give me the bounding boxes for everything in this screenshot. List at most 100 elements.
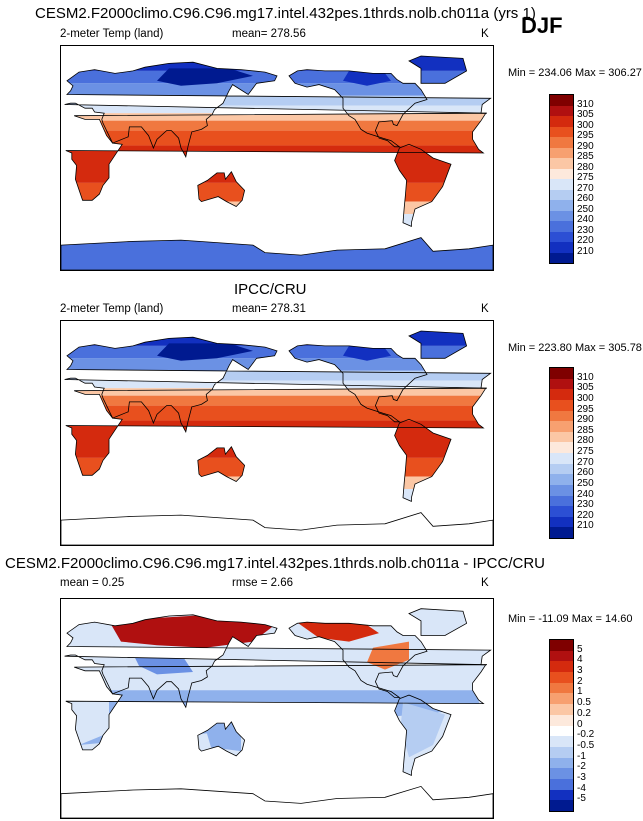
asia-cool-anomaly (133, 653, 193, 675)
colorbar-swatch (550, 105, 573, 116)
colorbar-tick-label: 210 (577, 520, 594, 532)
temperature-band (61, 508, 493, 545)
coastline-africa (65, 112, 487, 201)
canada-cold-region (343, 345, 391, 361)
coastline-australia (197, 721, 246, 757)
colorbar-swatch (550, 158, 573, 169)
colorbar-swatch (550, 431, 573, 443)
colorbar-swatch (550, 231, 573, 242)
colorbar-swatch (550, 661, 573, 673)
colorbar-swatch (550, 126, 573, 137)
colorbar-tick-label: 310 (577, 371, 594, 383)
colorbar-tick-label: -0.2 (577, 729, 595, 741)
panel3-rmse: rmse = 2.66 (232, 577, 294, 589)
colorbar-swatch (550, 768, 573, 779)
colorbar-tick-label: 290 (577, 414, 594, 426)
temperature-band (64, 370, 491, 381)
season-label: DJF (521, 13, 563, 38)
colorbar-tick-label: 280 (577, 161, 594, 173)
panel1-minmax: Min = 234.06 Max = 306.27 (508, 67, 642, 79)
colorbar-tick-label: 2 (577, 675, 583, 687)
colorbar-swatch (550, 704, 573, 715)
temperature-band (64, 331, 491, 346)
panel2-units: K (481, 303, 489, 315)
difference-map (60, 598, 494, 819)
colorbar-tick-label: 240 (577, 488, 594, 500)
colorbar-swatch (550, 442, 573, 453)
temperature-band (61, 56, 493, 71)
colorbar-tick-label: 295 (577, 130, 594, 141)
colorbar-swatch (550, 714, 573, 726)
temperature-band (61, 120, 493, 131)
temperature-band (64, 405, 491, 421)
colorbar-swatch (550, 778, 573, 790)
colorbar-swatch (550, 463, 573, 475)
coastline-africa (65, 387, 487, 476)
colorbar-swatch (550, 527, 573, 538)
temperature-band (61, 130, 493, 146)
colorbar-tick-label: 270 (577, 456, 594, 468)
colorbar-tick-label: 285 (577, 151, 594, 162)
australia-cool-anomaly (205, 726, 241, 752)
eurasia-warm-anomaly (109, 613, 277, 648)
colorbar-swatch (550, 200, 573, 211)
colorbar-tick-label: 0.5 (577, 697, 591, 709)
colorbar-swatch (550, 221, 573, 232)
colorbar-swatch (550, 389, 573, 400)
colorbar-tick-label: 285 (577, 424, 594, 436)
colorbar-tick-label: 300 (577, 392, 594, 404)
panel3-minmax: Min = -11.09 Max = 14.60 (508, 613, 633, 625)
coastline-eurasia (64, 614, 492, 709)
colorbar-tick-label: -5 (577, 793, 586, 805)
panel2-mean: mean= 278.31 (232, 303, 306, 315)
colorbar-tick-label: 300 (577, 119, 594, 131)
colorbar-swatch (550, 252, 573, 263)
coastline-namerica (288, 621, 428, 698)
colorbar-swatch (550, 189, 573, 200)
colorbar-tick-label: 280 (577, 435, 594, 447)
colorbar-swatch (550, 746, 573, 758)
coastline-antarctica (61, 237, 493, 270)
panel1-variable: 2-meter Temp (land) (60, 28, 164, 40)
colorbar-swatch (550, 789, 573, 801)
colorbar-tick-label: 260 (577, 467, 594, 479)
colorbar-tick-label: 5 (577, 643, 583, 655)
colorbar-tick-label: 230 (577, 499, 594, 511)
temperature-band (61, 232, 493, 270)
colorbar-tick-label: -3 (577, 771, 586, 783)
panel3-title: CESM2.F2000climo.C96.C96.mg17.intel.432p… (5, 555, 545, 572)
temperature-band (64, 358, 491, 371)
colorbar-tick-label: 275 (577, 446, 594, 457)
siberia-cold-region (157, 68, 253, 86)
colorbar-tick-label: -2 (577, 761, 586, 773)
panel1-units: K (481, 28, 489, 40)
colorbar-swatch (550, 410, 573, 422)
coastline-antarctica (61, 512, 493, 545)
coastline-greenland (408, 608, 468, 636)
temperature-band (64, 345, 491, 359)
colorbar-tick-label: 0 (577, 718, 583, 730)
colorbar-swatch (550, 137, 573, 148)
temperature-band (61, 83, 493, 96)
colorbar-tick-label: 275 (577, 172, 594, 183)
panel1-mean: mean= 278.56 (232, 28, 306, 40)
colorbar-swatch (550, 474, 573, 485)
temperature-band (61, 113, 493, 121)
coastline-samerica (394, 143, 452, 228)
coastline-greenland (408, 330, 468, 359)
obs-temperature-map (60, 320, 494, 546)
colorbar-tick-label: 220 (577, 235, 594, 246)
colorbar-tick-label: -1 (577, 750, 586, 762)
coastline-africa (65, 664, 487, 751)
colorbar-tick-label: 290 (577, 140, 594, 152)
colorbar-swatch (550, 116, 573, 127)
colorbar-swatch (550, 672, 573, 683)
colorbar-swatch (550, 516, 573, 528)
colorbar-tick-label: 220 (577, 509, 594, 521)
colorbar-swatch (550, 693, 573, 705)
coastline-samerica (394, 694, 452, 777)
colorbar-swatch (550, 179, 573, 190)
coastline-samerica (394, 418, 452, 503)
main-title: CESM2.F2000climo.C96.C96.mg17.intel.432p… (35, 5, 536, 22)
temperature-band (61, 214, 493, 233)
